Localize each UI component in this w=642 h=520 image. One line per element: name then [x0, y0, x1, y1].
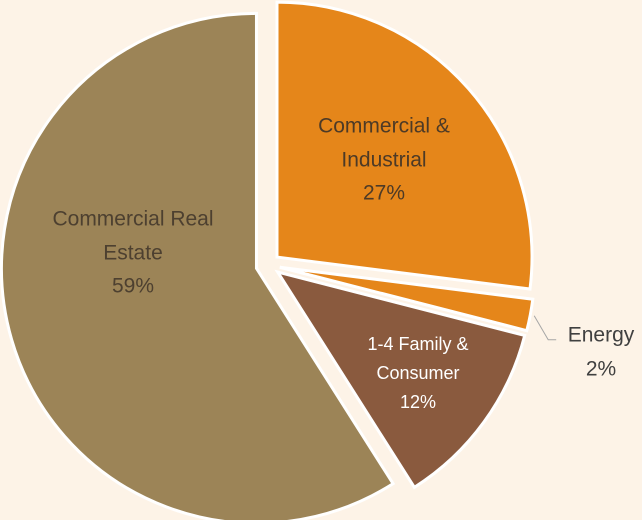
category-label: Commercial Real Estate [52, 207, 214, 265]
pie-slice [279, 265, 535, 333]
category-label: 1-4 Family & Consumer [367, 333, 469, 383]
leader-line [533, 315, 557, 341]
slice-label: Commercial Real Estate 59% [48, 203, 218, 304]
value-label: 2% [585, 357, 617, 380]
pie-slice [274, 269, 527, 490]
slice-label: Commercial & Industrial 27% [289, 110, 479, 211]
pie-slice [0, 11, 396, 520]
value-label: 12% [399, 391, 437, 412]
category-label: Energy [567, 323, 635, 347]
pie-slice [275, 0, 534, 291]
value-label: 27% [362, 181, 406, 205]
slice-label: 1-4 Family & Consumer 12% [333, 330, 503, 416]
slice-label: Energy 2% [556, 318, 642, 385]
value-label: 59% [111, 274, 155, 298]
category-label: Commercial & Industrial [318, 114, 450, 172]
